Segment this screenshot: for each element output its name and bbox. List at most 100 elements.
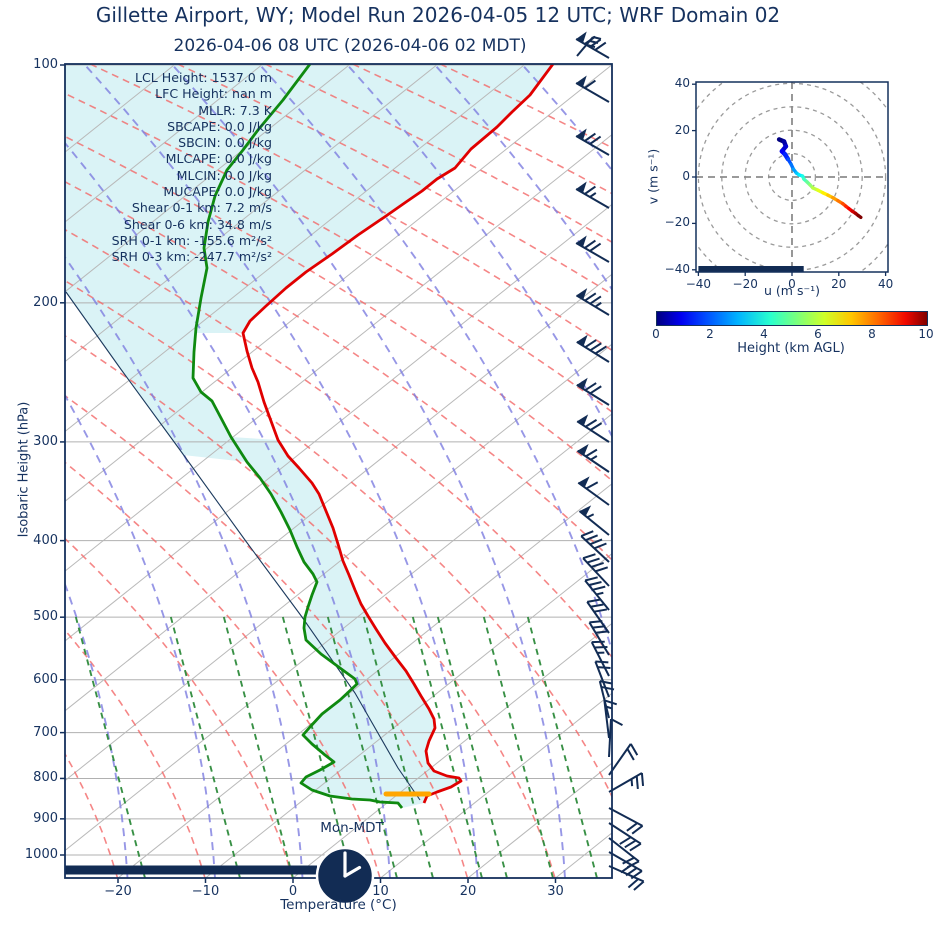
wind-barb-half-feather <box>589 192 597 198</box>
wind-barb-feather <box>584 576 598 582</box>
isotherm-line <box>65 343 612 782</box>
dry-adiabat-line <box>65 629 206 878</box>
colorbar-tick-label: 4 <box>760 327 768 341</box>
wind-barb-feather <box>589 385 602 395</box>
moist-adiabat-line <box>258 64 612 655</box>
wind-barb-feather <box>588 581 602 587</box>
wind-barb-feather <box>589 620 603 624</box>
wind-barb-feather <box>590 562 604 568</box>
x-tick-label: 20 <box>459 884 477 899</box>
wind-barb-feather <box>631 825 644 835</box>
hodograph-trace-segment <box>856 213 863 220</box>
wind-barb-feather <box>595 660 609 664</box>
colorbar-tick-label: 0 <box>652 327 660 341</box>
dry-adiabat-line <box>65 135 612 482</box>
mixing-ratio-line <box>436 614 508 878</box>
hodograph-y-tick-label: 40 <box>674 76 690 91</box>
stat-line: MUCAPE: 0.0 J/kg <box>163 184 272 200</box>
hodograph-plot-area <box>696 82 888 272</box>
wind-barb-feather <box>629 842 642 852</box>
isotherm-line <box>205 552 612 878</box>
wind-barb-feather <box>640 772 645 787</box>
wind-barb-feather <box>584 132 596 142</box>
temperature-curve <box>241 64 555 804</box>
wind-barb-pennant <box>577 414 589 426</box>
x-tick-label: −10 <box>191 884 220 899</box>
moist-adiabat-line <box>65 393 216 878</box>
y-tick-label: 600 <box>33 671 58 687</box>
wind-barb-feather <box>589 242 602 252</box>
wind-barb-feather <box>592 625 606 629</box>
stat-line: LCL Height: 1537.0 m <box>134 70 272 85</box>
hodograph-x-tick-label: −20 <box>732 277 758 291</box>
y-tick-label: 500 <box>33 609 58 625</box>
mixing-ratio-line <box>362 614 434 878</box>
wind-barb-feather <box>595 566 609 573</box>
wind-barb-pennant <box>579 505 592 517</box>
wind-barb-staff <box>577 481 610 506</box>
dry-adiabat-line <box>65 228 612 659</box>
wind-barb-feather <box>585 534 599 542</box>
wind-barb-feather <box>589 135 602 145</box>
dry-adiabat-line <box>65 92 612 413</box>
moist-adiabat-line <box>83 64 479 878</box>
wind-barb-staff <box>576 449 610 473</box>
y-tick-label: 200 <box>33 294 58 310</box>
hodograph-x-tick-label: 40 <box>877 277 894 291</box>
isotherm-line <box>65 133 612 572</box>
moist-adiabat-line <box>433 64 612 292</box>
wind-barb-feather <box>604 699 618 706</box>
wind-barb-feather <box>594 41 607 51</box>
moist-shading-lower <box>231 437 461 808</box>
mixing-ratio-line <box>482 614 554 878</box>
mixing-ratio-line <box>281 614 353 878</box>
isotherm-line <box>65 64 612 502</box>
wind-barb-feather <box>584 292 597 302</box>
wind-barb-feather <box>593 608 608 613</box>
moist-adiabat-line <box>170 64 566 878</box>
wind-barb-pennant <box>576 377 588 390</box>
y-tick-label: 900 <box>33 810 58 826</box>
wind-barb-feather <box>627 878 639 889</box>
isotherm-line <box>292 622 612 878</box>
wind-barb-feather <box>619 836 632 845</box>
colorbar-label: Height (km AGL) <box>737 341 845 356</box>
wind-barb-feather <box>584 382 597 392</box>
mixing-ratio-line <box>326 614 398 878</box>
wind-barb-staff <box>576 420 610 443</box>
y-tick-label: 100 <box>33 57 58 72</box>
y-tick-label: 700 <box>33 724 58 740</box>
wind-barb-pennant <box>576 288 588 300</box>
page-title: Gillette Airport, WY; Model Run 2026-04-… <box>95 3 781 27</box>
wind-barb-feather <box>585 448 598 458</box>
stat-line: Shear 0-1 km: 7.2 m/s <box>131 200 272 216</box>
wind-barb-staff <box>575 242 610 263</box>
stat-line: SBCIN: 0.0 J/kg <box>178 135 272 151</box>
wind-barb-feather <box>595 630 609 634</box>
dry-adiabat-line <box>89 64 612 352</box>
stat-line: MLCAPE: 0.0 J/kg <box>165 151 272 167</box>
isotherm-line <box>380 692 612 878</box>
hodograph-x-tick-label: −40 <box>685 277 712 291</box>
wind-barb-staff <box>575 188 610 209</box>
dry-adiabat-line <box>65 461 381 878</box>
wind-barb-pennant <box>578 476 590 488</box>
wind-barb-feather <box>622 856 635 865</box>
colorbar-tick-label: 6 <box>814 327 822 341</box>
parcel-profile-line <box>65 291 421 801</box>
valid-time-subtitle: 2026-04-06 08 UTC (2026-04-06 02 MDT) <box>173 36 527 56</box>
dry-adiabat-line <box>264 64 612 244</box>
wind-barb-pennant <box>576 31 587 43</box>
hodograph-y-tick-label: −20 <box>664 215 690 230</box>
isotherm-line <box>65 64 264 223</box>
mixing-ratio-line <box>411 614 483 878</box>
moist-adiabat-line <box>65 255 304 878</box>
wind-barb-feather <box>599 680 613 685</box>
isotherm-line <box>65 64 351 293</box>
mixing-ratio-line <box>526 614 598 878</box>
skewt-plot-area <box>65 64 612 878</box>
local-time-clock-icon <box>315 846 375 906</box>
x-tick-label: 10 <box>372 884 389 899</box>
wind-barb-feather <box>594 345 607 355</box>
